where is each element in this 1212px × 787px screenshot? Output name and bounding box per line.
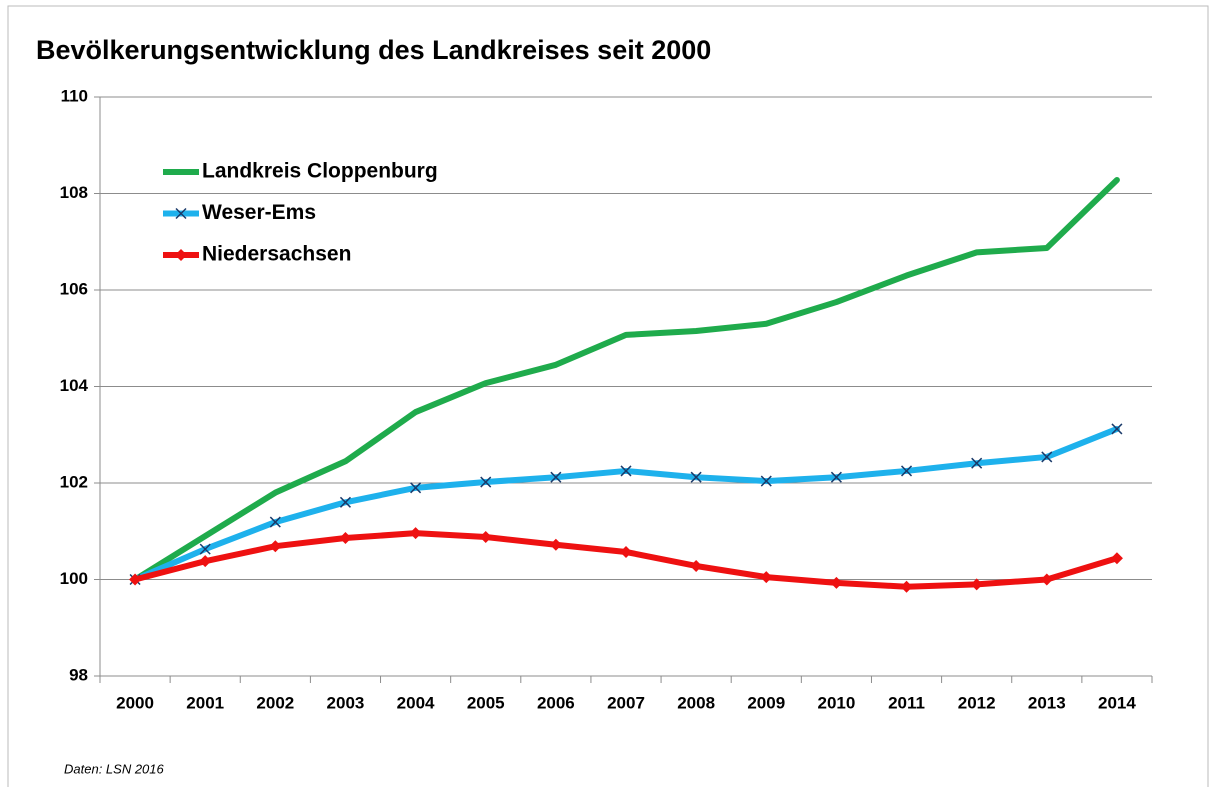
x-tick-label: 2013 [1028, 693, 1066, 712]
y-tick-label: 106 [60, 279, 88, 298]
line [132, 176, 1120, 583]
marker [971, 457, 983, 469]
marker [410, 482, 422, 494]
marker [690, 559, 703, 572]
marker [620, 545, 632, 558]
x-tick-label: 2004 [397, 693, 435, 712]
marker [830, 471, 842, 483]
marker [830, 576, 843, 589]
marker [479, 531, 492, 544]
marker [1040, 573, 1053, 586]
marker [199, 543, 211, 555]
legend-label: Niedersachsen [202, 243, 351, 266]
legend-label: Weser-Ems [202, 201, 316, 224]
frame [7, 5, 1209, 787]
marker [175, 249, 187, 261]
x-tick-label: 2010 [817, 693, 855, 712]
marker [690, 471, 702, 483]
y-tick-label: 110 [61, 86, 88, 105]
line [132, 530, 1120, 590]
y-tick-label: 102 [60, 472, 88, 491]
y-tick-label: 98 [69, 665, 88, 684]
chart-title: Bevölkerungsentwicklung des Landkreises … [36, 35, 711, 65]
marker [409, 527, 422, 540]
marker [760, 475, 772, 487]
x-tick-label: 2003 [327, 693, 365, 712]
x-tick-label: 2006 [537, 693, 575, 712]
marker [175, 207, 187, 220]
x-tick-label: 2002 [256, 693, 294, 712]
x-tick-label: 2014 [1098, 693, 1136, 712]
y-tick-label: 100 [60, 569, 88, 588]
marker [900, 580, 913, 593]
x-tick-label: 2000 [116, 693, 154, 712]
y-tick-label: 108 [60, 183, 88, 202]
marker [760, 571, 773, 584]
x-tick-label: 2001 [186, 693, 224, 712]
x-tick-label: 2005 [467, 693, 505, 712]
x-tick-label: 2012 [958, 693, 996, 712]
marker [970, 578, 983, 591]
marker [269, 540, 282, 553]
marker [1111, 423, 1123, 435]
marker [901, 465, 913, 477]
marker [1110, 552, 1123, 565]
marker [199, 555, 212, 568]
marker [269, 516, 281, 528]
x-tick-label: 2009 [747, 693, 785, 712]
marker [549, 538, 562, 551]
y-tick-label: 104 [60, 376, 89, 395]
note: Daten: LSN 2016 [64, 761, 165, 776]
marker [339, 532, 352, 545]
marker [1041, 451, 1053, 463]
marker [620, 465, 632, 477]
x-tick-label: 2008 [677, 693, 715, 712]
marker [480, 476, 492, 488]
marker [129, 573, 142, 586]
marker [339, 496, 351, 508]
marker [550, 471, 562, 483]
x-tick-label: 2011 [888, 693, 925, 712]
x-tick-label: 2007 [607, 693, 645, 712]
legend-label: Landkreis Cloppenburg [202, 160, 438, 183]
